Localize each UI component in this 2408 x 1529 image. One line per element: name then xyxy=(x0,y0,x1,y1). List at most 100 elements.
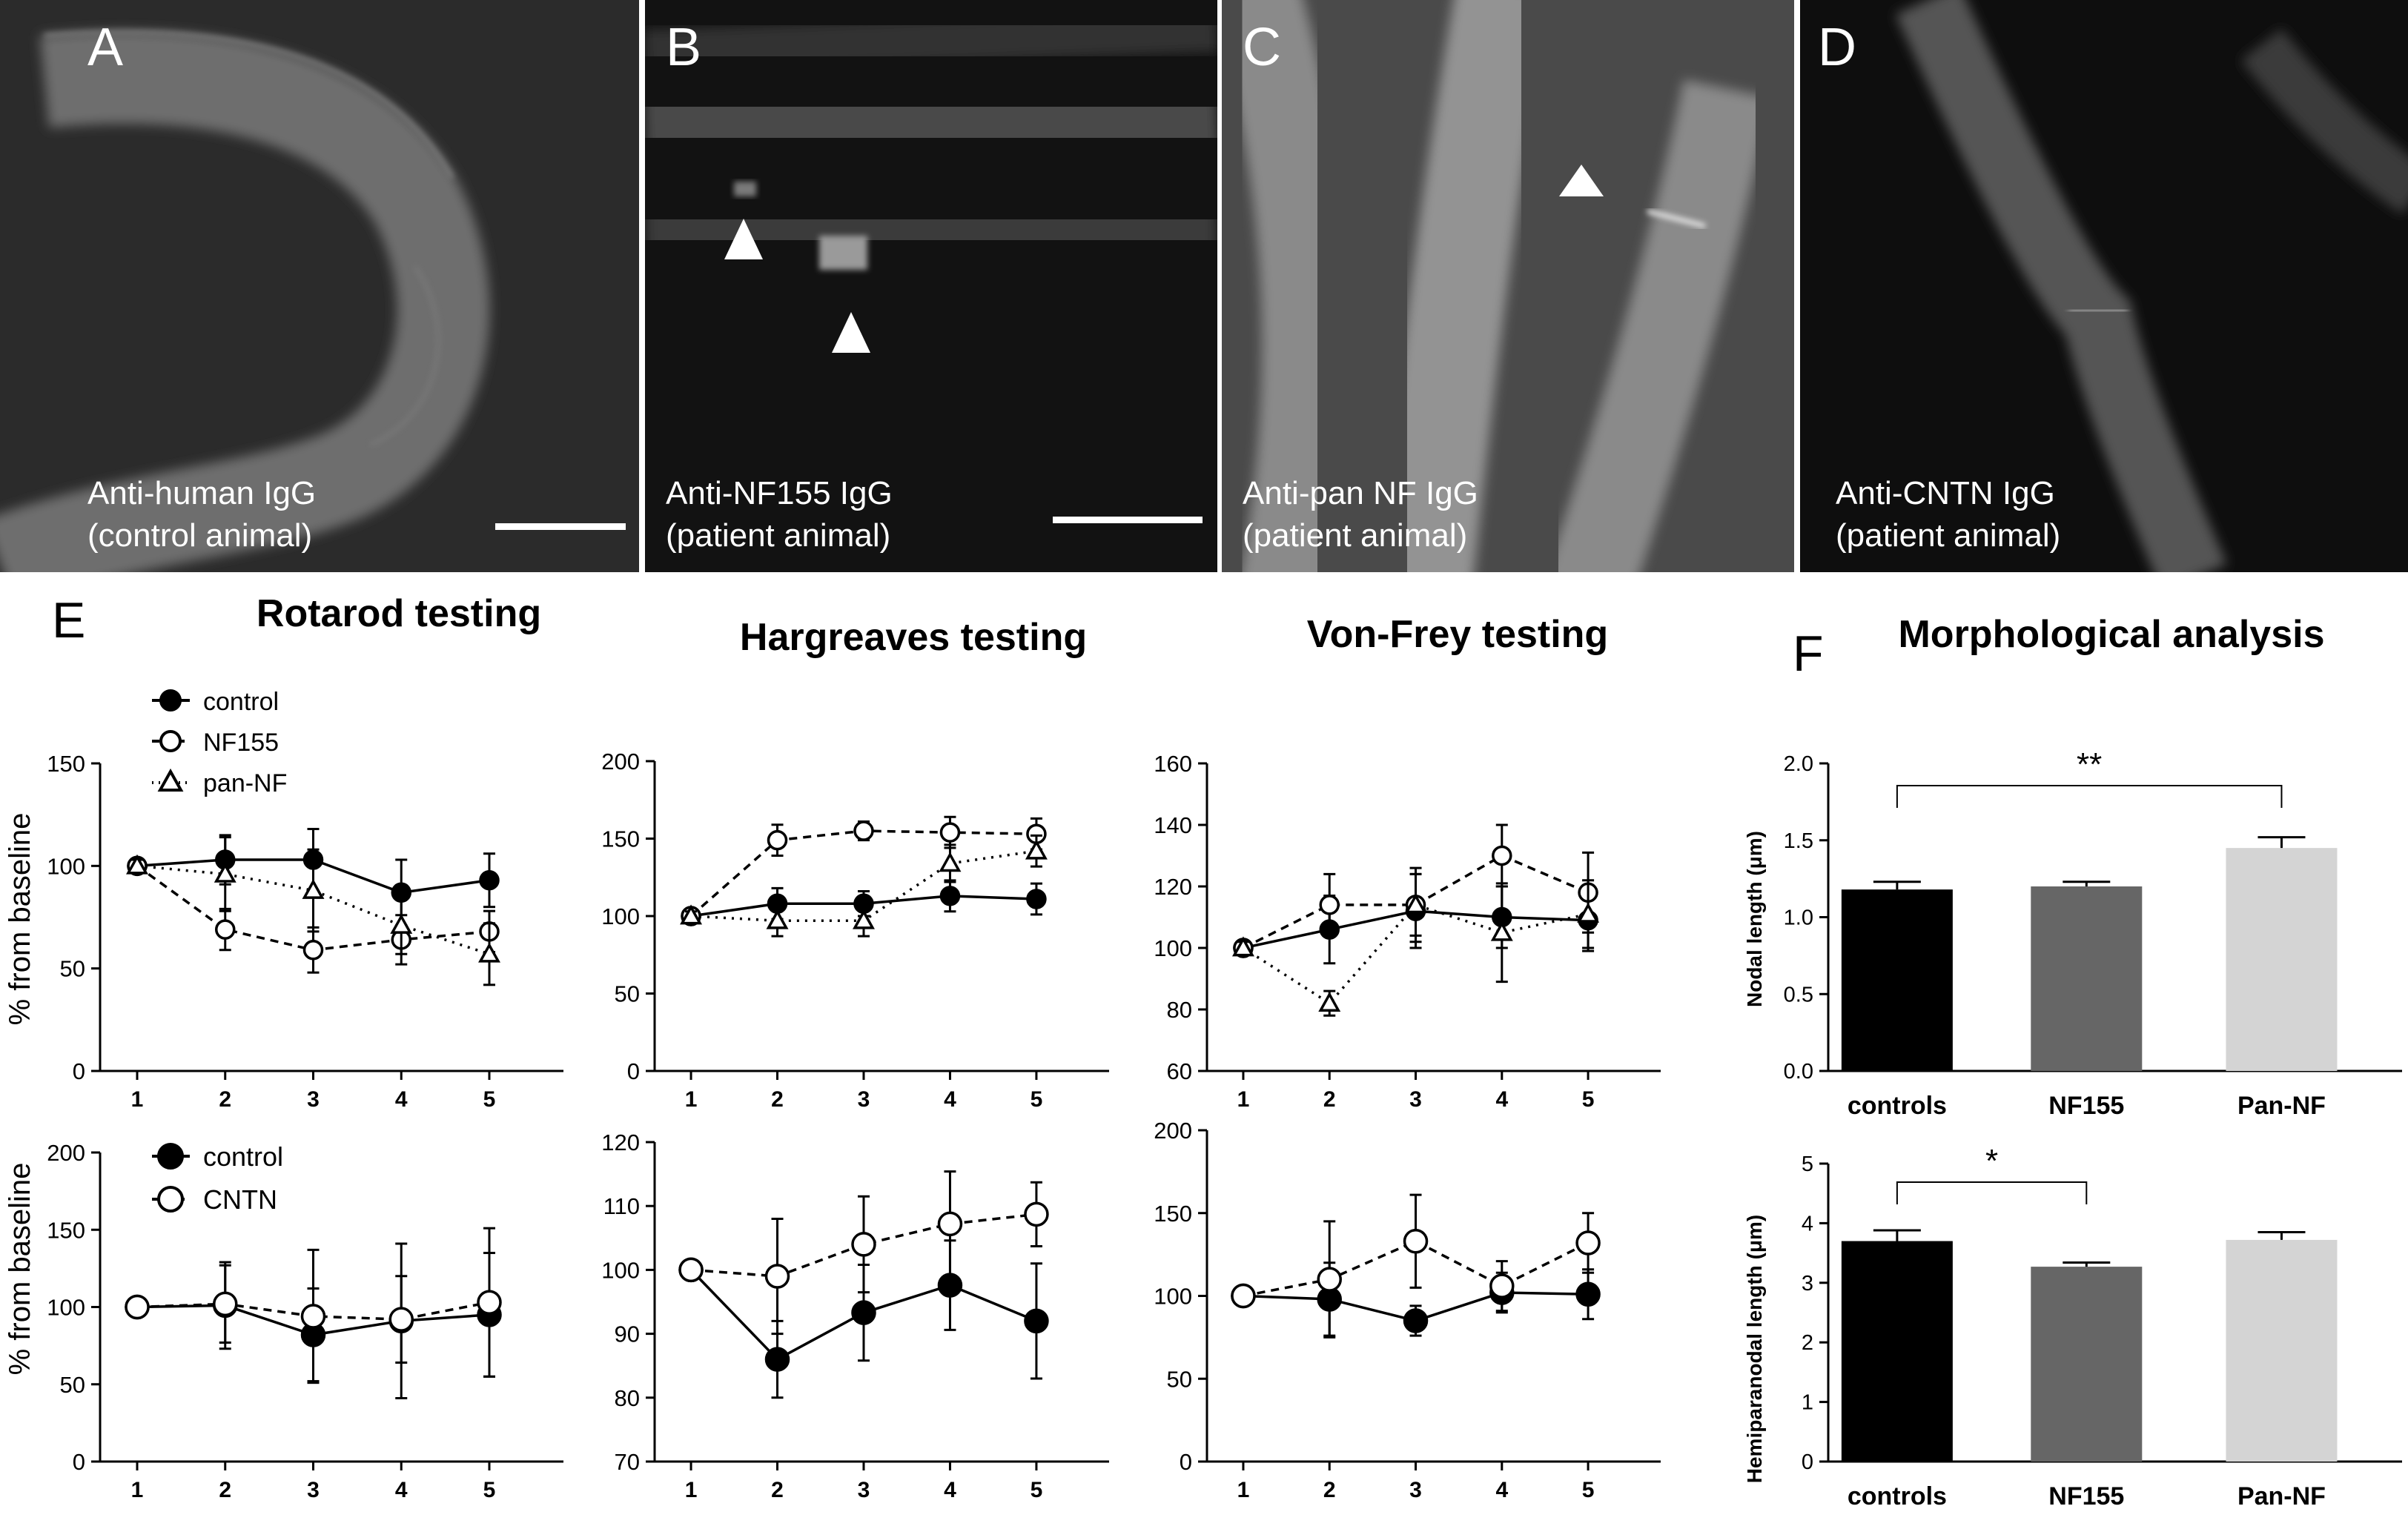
data-point-triangle xyxy=(302,878,325,899)
x-tick-label: 3 xyxy=(1409,1087,1422,1112)
y-tick-label: 120 xyxy=(1154,874,1192,900)
data-point-circle xyxy=(1492,845,1512,866)
rotarod-title: Rotarod testing xyxy=(257,592,541,635)
y-tick-label: 0 xyxy=(1180,1449,1192,1475)
data-point-triangle xyxy=(1490,921,1513,941)
legend-label-control: control xyxy=(203,1141,283,1172)
data-point-triangle xyxy=(680,904,703,925)
x-category-label: Pan-NF xyxy=(2237,1482,2326,1510)
y-tick-label: 200 xyxy=(1154,1118,1192,1144)
nerve-fiber-shape xyxy=(1895,0,2227,572)
y-tick-label: 50 xyxy=(60,1372,85,1398)
x-tick-label: 2 xyxy=(1323,1478,1336,1502)
node-staining-shape xyxy=(2068,308,2128,314)
series-cntn xyxy=(678,1170,1049,1336)
significance-bracket xyxy=(1896,785,2283,808)
fiber-edge-shape xyxy=(44,30,454,179)
data-point-circle xyxy=(1489,1273,1515,1299)
data-point-circle xyxy=(678,1257,704,1283)
caption-a-line2: (control animal) xyxy=(87,517,312,554)
bar-pan-nf xyxy=(2226,1239,2338,1462)
data-point-triangle xyxy=(1318,992,1341,1012)
legend-marker-open-triangle xyxy=(157,768,184,792)
data-point-circle xyxy=(937,1211,963,1237)
data-point-circle xyxy=(1403,1228,1429,1254)
rotarod-bottom-ylabel: % from baseline xyxy=(4,1163,36,1376)
data-point-triangle xyxy=(766,909,789,929)
caption-b-line2: (patient animal) xyxy=(666,517,890,554)
x-category-label: NF155 xyxy=(2048,1482,2124,1510)
panel-letter-c: C xyxy=(1243,18,1281,77)
y-tick-label: 60 xyxy=(1167,1058,1192,1084)
node-staining-shape xyxy=(1647,209,1706,228)
data-point-circle xyxy=(300,1304,326,1329)
x-tick-label: 1 xyxy=(131,1478,144,1502)
x-tick-label: 5 xyxy=(483,1087,496,1112)
data-point-circle xyxy=(1024,1308,1049,1334)
legend-marker-open-circle xyxy=(159,730,182,752)
series-cntn xyxy=(125,1227,502,1384)
y-tick-label: 0 xyxy=(73,1058,85,1084)
legend-label-control: control xyxy=(203,688,279,716)
y-tick-label: 5 xyxy=(1802,1152,1813,1176)
y-tick-label: 100 xyxy=(601,903,640,929)
data-point-circle xyxy=(1575,1281,1601,1307)
data-point-circle xyxy=(215,919,236,940)
x-tick-label: 1 xyxy=(1237,1087,1250,1112)
fiber-edge-shape xyxy=(370,265,440,446)
data-point-triangle xyxy=(1231,936,1254,957)
legend-label-nf155: NF155 xyxy=(203,729,279,757)
y-tick-label: 90 xyxy=(615,1321,640,1347)
x-tick-label: 2 xyxy=(771,1087,784,1112)
data-point-triangle xyxy=(1577,902,1600,923)
chart-hargreaves-bottom: 70 80 90 100 110 120 1 2 3 4 5 xyxy=(601,1130,1109,1502)
x-tick-label: 3 xyxy=(307,1087,320,1112)
chart-rotarod-top: 0 50 100 150 1 2 3 4 5 xyxy=(47,751,563,1112)
micrograph-d xyxy=(1800,0,2408,572)
y-tick-label: 100 xyxy=(1154,935,1192,961)
caption-c-line1: Anti-pan NF IgG xyxy=(1243,475,1478,511)
panel-letter-a: A xyxy=(87,18,123,77)
y-tick-label: 70 xyxy=(615,1449,640,1475)
y-tick-label: 140 xyxy=(1154,812,1192,838)
y-tick-label: 150 xyxy=(1154,1201,1192,1227)
y-tick-label: 150 xyxy=(47,1217,85,1243)
data-point-circle xyxy=(388,1307,414,1332)
rotarod-top-ylabel: % from baseline xyxy=(4,813,36,1026)
data-point-circle xyxy=(302,940,324,961)
nerve-fiber-shape xyxy=(645,70,1217,174)
data-point-circle xyxy=(767,829,788,851)
data-point-triangle xyxy=(1404,893,1427,914)
chart-hemiparanodal-length: 0 1 2 3 4 5 controls NF155 Pan-NF * xyxy=(1802,1143,2402,1510)
y-tick-label: 150 xyxy=(47,751,85,777)
morphological-title: Morphological analysis xyxy=(1898,613,2324,656)
data-point-circle xyxy=(1575,1230,1601,1256)
data-point-circle xyxy=(1231,1283,1256,1309)
y-tick-label: 100 xyxy=(1154,1284,1192,1310)
nerve-fiber-shape xyxy=(1547,79,1771,572)
legend-marker-filled-circle xyxy=(157,1143,184,1170)
x-tick-label: 5 xyxy=(1582,1478,1595,1502)
series-pan-nf xyxy=(1231,872,1600,1017)
y-tick-label: 1 xyxy=(1802,1391,1813,1415)
y-tick-label: 4 xyxy=(1802,1212,1813,1236)
data-point-circle xyxy=(1026,889,1047,909)
bar-nf155 xyxy=(2031,886,2143,1071)
legend-label-cntn: CNTN xyxy=(203,1184,277,1215)
y-tick-label: 0 xyxy=(1802,1450,1813,1474)
data-point-circle xyxy=(853,820,874,841)
nerve-fiber-shape xyxy=(1377,0,1552,572)
significance-bracket xyxy=(1896,1181,2088,1204)
significance-marker: * xyxy=(1985,1143,1998,1179)
data-point-circle xyxy=(937,1273,963,1298)
data-point-triangle xyxy=(126,854,148,875)
series-line xyxy=(690,1213,1037,1278)
data-point-circle xyxy=(1403,1308,1429,1333)
panel-letter-f: F xyxy=(1793,626,1824,682)
y-tick-label: 150 xyxy=(601,826,640,852)
x-tick-label: 4 xyxy=(395,1478,408,1502)
bar-controls xyxy=(1841,1241,1953,1462)
caption-d-line2: (patient animal) xyxy=(1836,517,2060,554)
y-tick-label: 0 xyxy=(73,1449,85,1475)
